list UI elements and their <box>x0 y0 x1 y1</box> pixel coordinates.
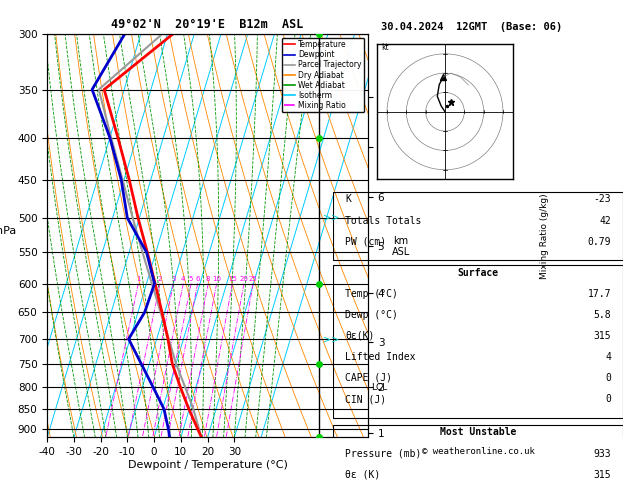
Text: 42: 42 <box>599 216 611 226</box>
Text: 6: 6 <box>196 276 200 281</box>
Text: Most Unstable: Most Unstable <box>440 428 516 437</box>
Bar <box>333 265 623 417</box>
Text: Lifted Index: Lifted Index <box>345 352 415 362</box>
Y-axis label: hPa: hPa <box>0 226 17 236</box>
Y-axis label: km
ASL: km ASL <box>392 236 410 257</box>
Text: 10: 10 <box>212 276 221 281</box>
Text: 5.8: 5.8 <box>594 310 611 320</box>
Text: 4: 4 <box>181 276 186 281</box>
Text: PW (cm): PW (cm) <box>345 237 386 246</box>
Text: Pressure (mb): Pressure (mb) <box>345 449 421 459</box>
Text: 0.79: 0.79 <box>587 237 611 246</box>
Text: Surface: Surface <box>457 268 499 278</box>
Text: 3: 3 <box>171 276 175 281</box>
Text: 17.7: 17.7 <box>587 289 611 299</box>
Text: 315: 315 <box>594 469 611 480</box>
Text: Dewp (°C): Dewp (°C) <box>345 310 398 320</box>
Text: θε(K): θε(K) <box>345 331 374 341</box>
Text: 25: 25 <box>248 276 257 281</box>
X-axis label: Dewpoint / Temperature (°C): Dewpoint / Temperature (°C) <box>128 460 287 470</box>
Text: 4: 4 <box>605 352 611 362</box>
Text: 8: 8 <box>206 276 211 281</box>
Text: Temp (°C): Temp (°C) <box>345 289 398 299</box>
Bar <box>333 425 623 486</box>
Text: 15: 15 <box>228 276 237 281</box>
Text: 2: 2 <box>158 276 162 281</box>
Text: © weatheronline.co.uk: © weatheronline.co.uk <box>421 447 535 456</box>
Text: 933: 933 <box>594 449 611 459</box>
Text: 0: 0 <box>605 394 611 404</box>
Text: 30.04.2024  12GMT  (Base: 06): 30.04.2024 12GMT (Base: 06) <box>381 22 562 32</box>
Text: >>: >> <box>323 213 339 223</box>
Text: 315: 315 <box>594 331 611 341</box>
Text: CIN (J): CIN (J) <box>345 394 386 404</box>
Text: LCL: LCL <box>371 382 387 392</box>
Text: 0: 0 <box>605 373 611 383</box>
Text: θε (K): θε (K) <box>345 469 380 480</box>
Text: Mixing Ratio (g/kg): Mixing Ratio (g/kg) <box>540 193 549 278</box>
Text: kt: kt <box>381 43 389 52</box>
Title: 49°02'N  20°19'E  B12m  ASL: 49°02'N 20°19'E B12m ASL <box>111 18 304 32</box>
Text: 5: 5 <box>189 276 193 281</box>
Text: Totals Totals: Totals Totals <box>345 216 421 226</box>
Text: 20: 20 <box>240 276 248 281</box>
Bar <box>333 192 623 260</box>
Legend: Temperature, Dewpoint, Parcel Trajectory, Dry Adiabat, Wet Adiabat, Isotherm, Mi: Temperature, Dewpoint, Parcel Trajectory… <box>282 38 364 112</box>
Text: >>: >> <box>323 334 339 344</box>
Text: 1: 1 <box>136 276 141 281</box>
Text: K: K <box>345 194 351 205</box>
Text: CAPE (J): CAPE (J) <box>345 373 392 383</box>
Text: -23: -23 <box>594 194 611 205</box>
